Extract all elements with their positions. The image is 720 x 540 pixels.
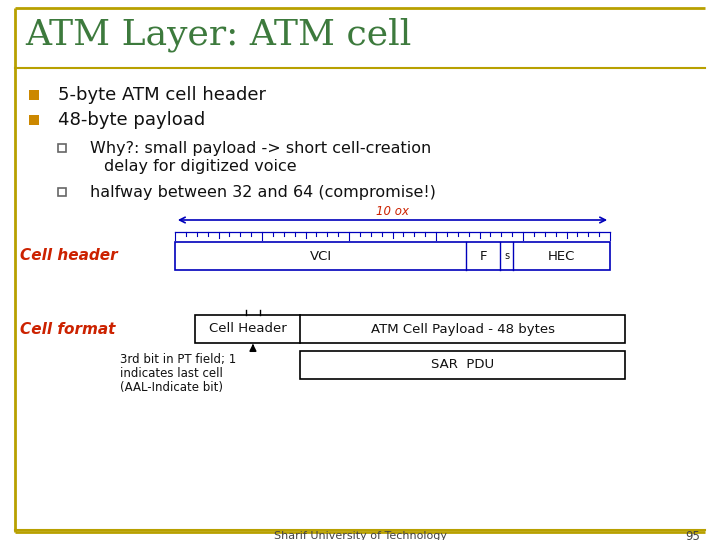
Text: s: s — [504, 251, 509, 261]
Text: indicates last cell: indicates last cell — [120, 367, 223, 380]
Text: ATM Cell Payload - 48 bytes: ATM Cell Payload - 48 bytes — [371, 322, 554, 335]
Text: Why?: small payload -> short cell-creation: Why?: small payload -> short cell-creati… — [90, 140, 431, 156]
Text: HEC: HEC — [548, 249, 575, 262]
Text: 3rd bit in PT field; 1: 3rd bit in PT field; 1 — [120, 353, 236, 366]
Text: 95: 95 — [685, 530, 700, 540]
Text: VCI: VCI — [310, 249, 332, 262]
Text: delay for digitized voice: delay for digitized voice — [104, 159, 297, 174]
Text: 5-byte ATM cell header: 5-byte ATM cell header — [58, 86, 266, 104]
Text: Cell header: Cell header — [20, 248, 117, 264]
Bar — [300, 351, 625, 379]
Text: Cell format: Cell format — [20, 321, 115, 336]
Text: Cell Header: Cell Header — [209, 322, 287, 335]
Text: SAR  PDU: SAR PDU — [431, 359, 494, 372]
Text: ATM Layer: ATM cell: ATM Layer: ATM cell — [25, 18, 411, 52]
Bar — [175, 242, 610, 270]
Text: 48-byte payload: 48-byte payload — [58, 111, 205, 129]
Text: 10 ox: 10 ox — [376, 205, 409, 218]
Bar — [195, 315, 625, 343]
Text: halfway between 32 and 64 (compromise!): halfway between 32 and 64 (compromise!) — [90, 185, 436, 199]
Text: F: F — [480, 249, 487, 262]
Text: Sharif University of Technology: Sharif University of Technology — [274, 531, 446, 540]
Text: (AAL-Indicate bit): (AAL-Indicate bit) — [120, 381, 223, 394]
